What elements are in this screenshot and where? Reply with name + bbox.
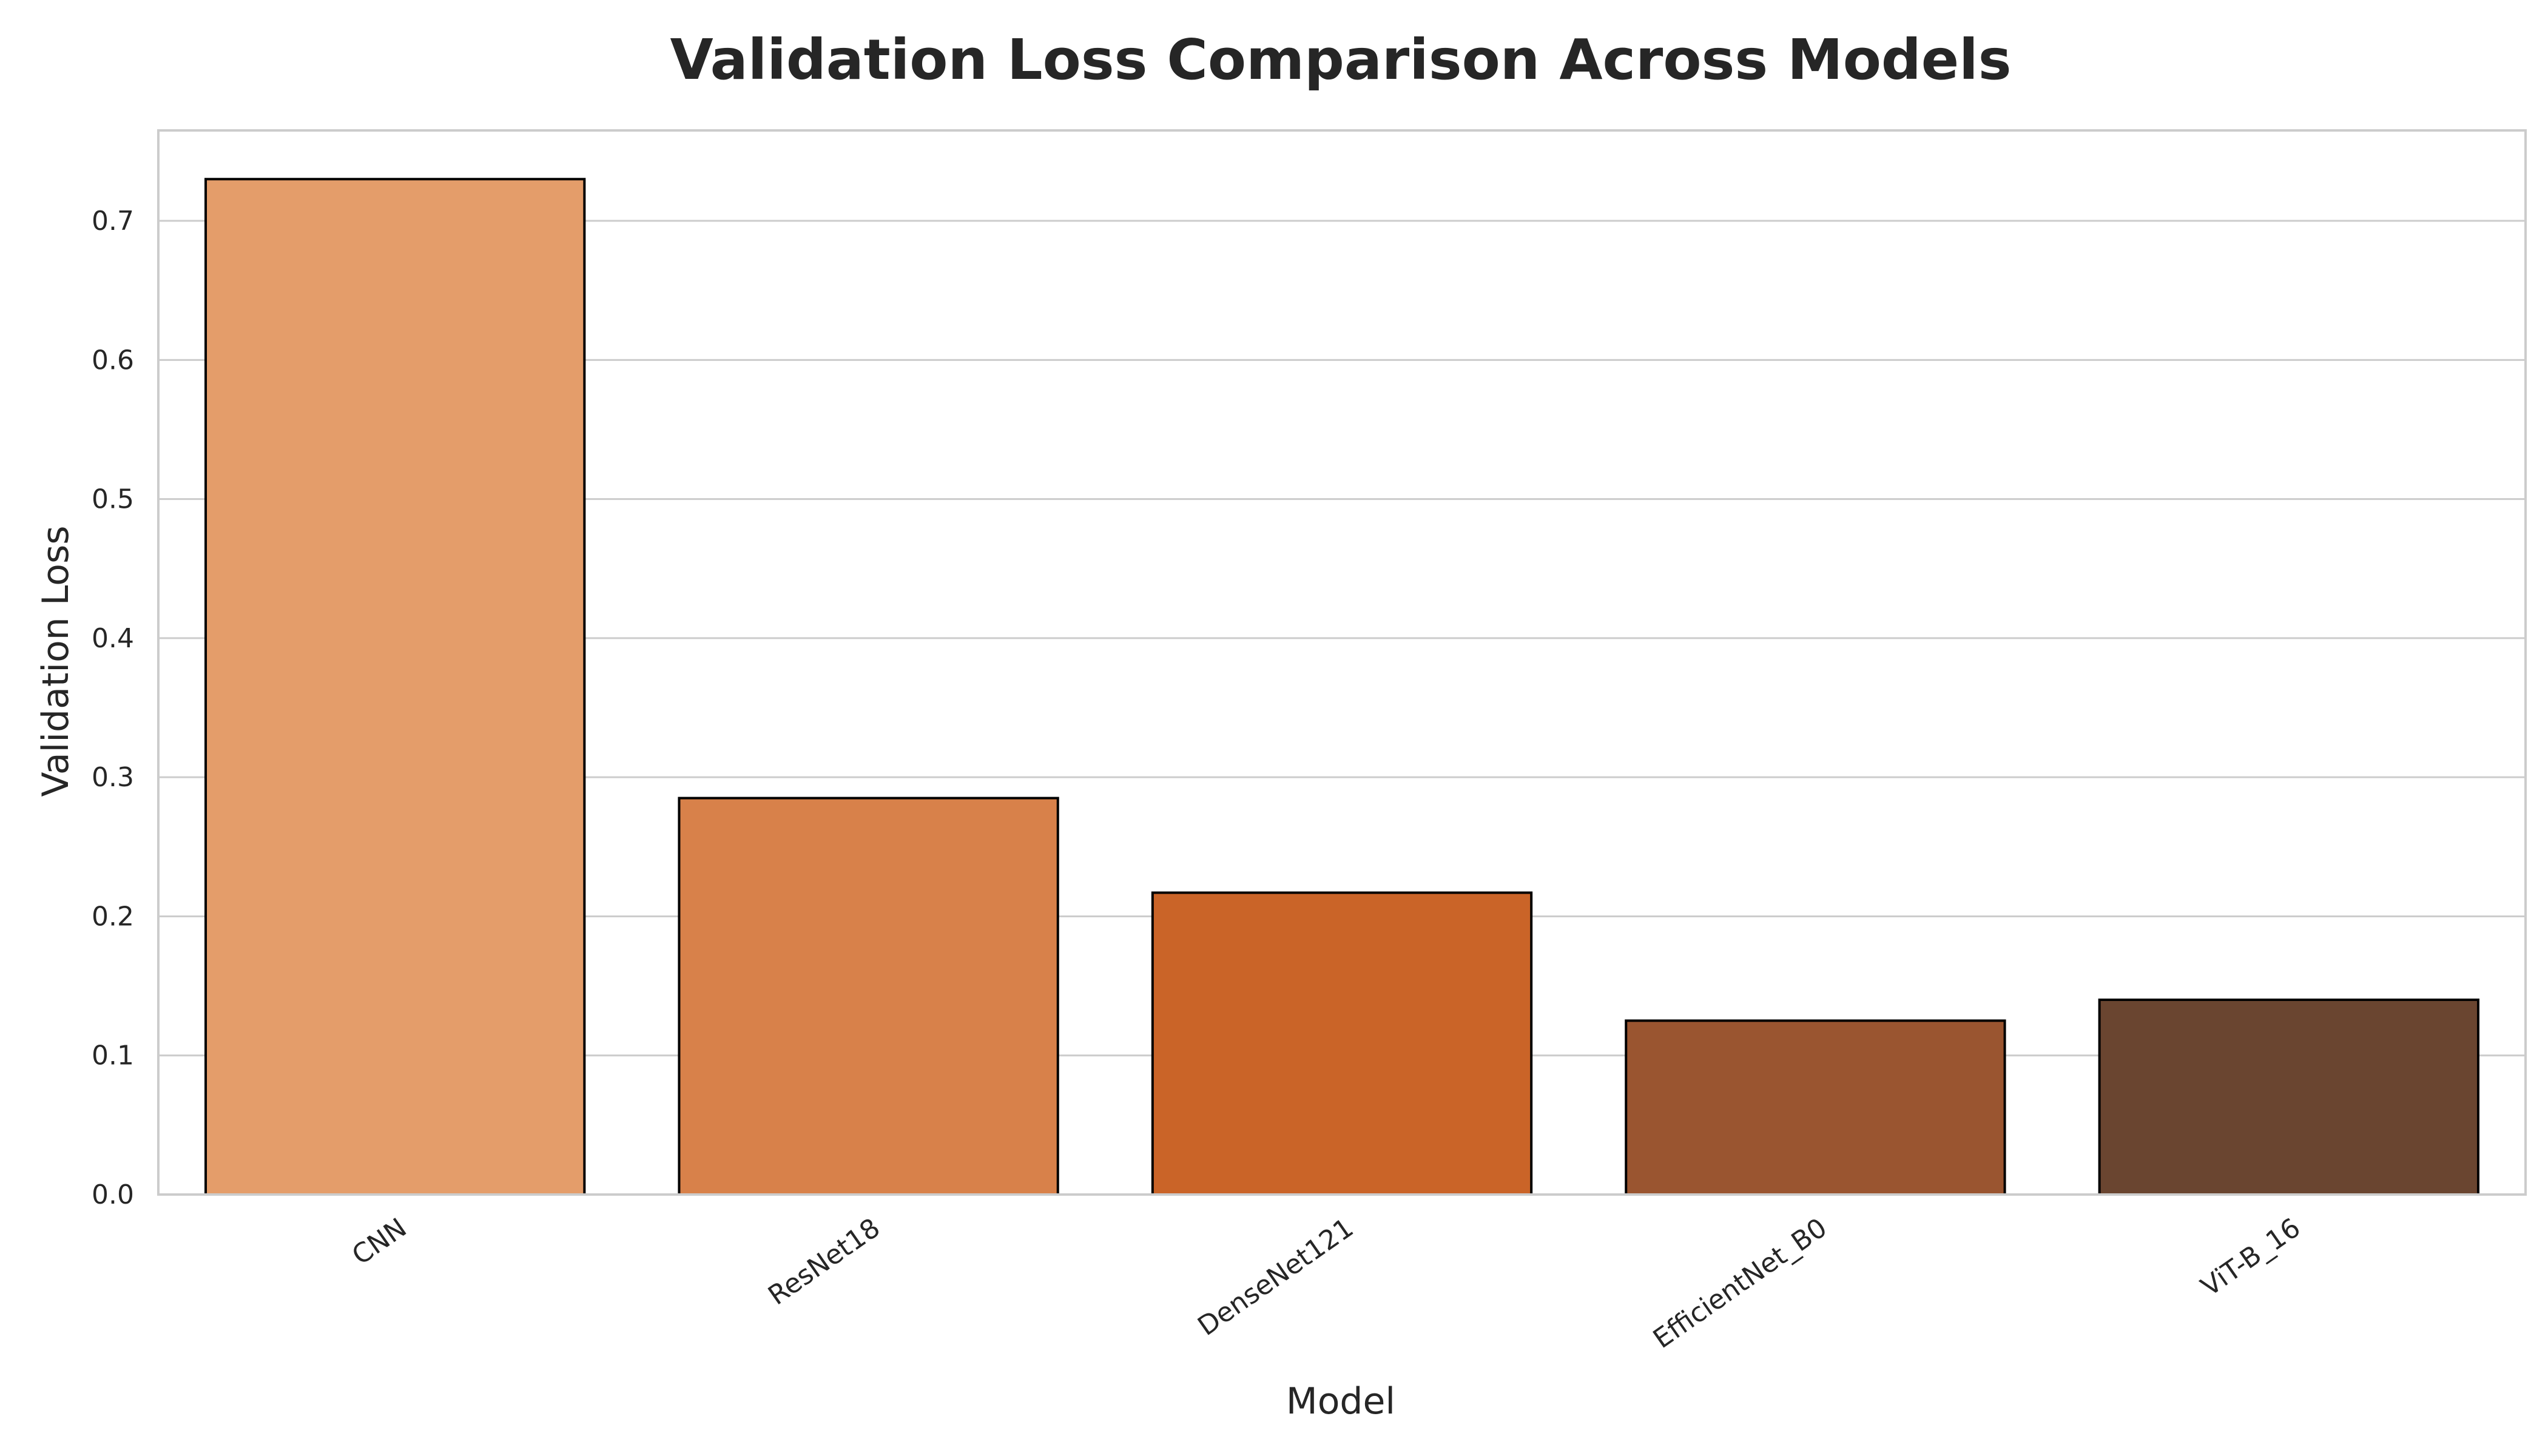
x-tick-label: DenseNet121: [1192, 1212, 1359, 1342]
bar-efficientnet-b0: [1625, 1019, 2006, 1196]
y-tick-label: 0.7: [92, 206, 134, 237]
bar-resnet18: [678, 797, 1059, 1196]
plot-frame: [157, 129, 2527, 1196]
y-tick-label: 0.2: [92, 901, 134, 932]
y-tick-label: 0.4: [92, 623, 134, 654]
y-tick-label: 0.0: [92, 1179, 134, 1210]
bar-vit-b-16: [2098, 999, 2479, 1196]
bars: [204, 178, 2479, 1196]
y-tick-label: 0.6: [92, 345, 134, 376]
x-tick-label: ResNet18: [763, 1212, 886, 1311]
y-tick-labels: 0.0 0.1 0.2 0.3 0.4 0.5 0.6 0.7: [92, 206, 134, 1210]
y-tick-label: 0.5: [92, 484, 134, 515]
bar-densenet121: [1151, 891, 1533, 1196]
x-tick-label: CNN: [346, 1212, 412, 1271]
y-tick-label: 0.1: [92, 1040, 134, 1071]
chart-title: Validation Loss Comparison Across Models: [670, 27, 2012, 92]
y-axis-label: Validation Loss: [35, 526, 77, 797]
x-tick-labels: CNN ResNet18 DenseNet121 EfficientNet_B0 ViT…: [346, 1212, 2306, 1355]
bar-cnn: [204, 178, 586, 1196]
x-tick-label: EfficientNet_B0: [1648, 1212, 1833, 1355]
x-tick-label: ViT-B_16: [2196, 1212, 2306, 1303]
y-tick-label: 0.3: [92, 762, 134, 793]
x-axis-label: Model: [1286, 1380, 1395, 1423]
